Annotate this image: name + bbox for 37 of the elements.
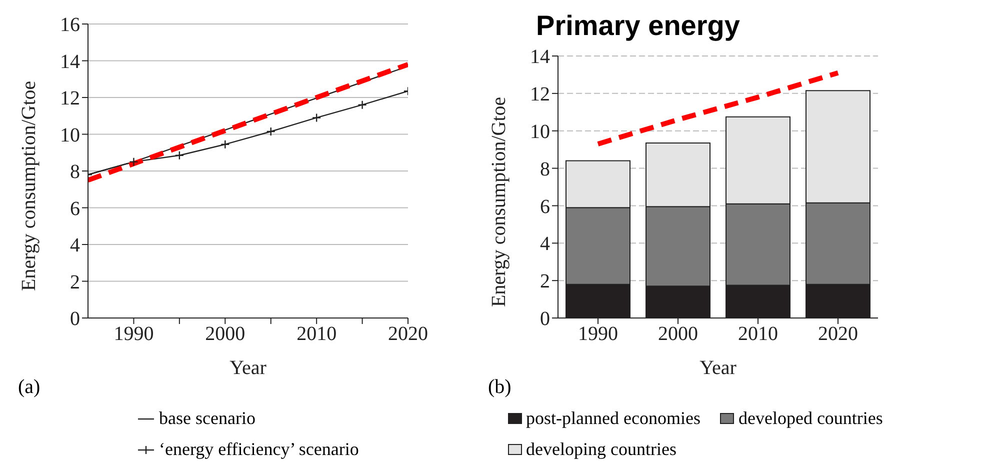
y-tick-label: 10 xyxy=(60,124,80,146)
chart-title: Primary energy xyxy=(535,10,741,42)
legend-label: base scenario xyxy=(159,408,256,429)
x-tick-label: 2010 xyxy=(738,323,778,346)
y-tick-label: 16 xyxy=(60,14,80,36)
y-tick-label: 6 xyxy=(540,196,550,218)
y-tick-label: 12 xyxy=(60,88,80,110)
y-tick-label: 10 xyxy=(530,120,550,143)
y-tick-label: 2 xyxy=(70,271,80,294)
x-tick-label: 2020 xyxy=(818,323,858,346)
y-tick-label: 0 xyxy=(540,308,550,330)
y-tick-label: 0 xyxy=(70,308,80,330)
x-axis-title: Year xyxy=(230,357,267,379)
y-tick-label: 12 xyxy=(530,84,550,106)
legend-label: developed countries xyxy=(738,408,883,429)
x-tick-label: 2000 xyxy=(205,323,246,346)
x-axis-title: Year xyxy=(700,357,737,379)
y-tick-label: 2 xyxy=(540,270,550,293)
y-axis-title: Energy consumption/Gtoe xyxy=(18,80,40,291)
x-tick-label: 2000 xyxy=(658,323,698,346)
x-tick-label: 1990 xyxy=(578,323,618,346)
text: (a) xyxy=(18,376,40,399)
y-tick-label: 8 xyxy=(540,158,550,180)
y-tick-label: 4 xyxy=(70,234,80,257)
x-tick-label: 1990 xyxy=(114,323,154,346)
x-tick-label: 2010 xyxy=(296,323,337,346)
y-axis-title: Energy consumption/Gtoe xyxy=(488,96,510,307)
y-tick-label: 14 xyxy=(60,50,80,73)
legend-label: developing countries xyxy=(526,439,676,460)
legend-label: ‘energy efficiency’ scenario xyxy=(159,439,359,460)
y-tick-label: 4 xyxy=(540,233,550,256)
y-tick-label: 14 xyxy=(530,46,550,68)
y-tick-label: 8 xyxy=(70,161,80,184)
text: (b) xyxy=(488,376,512,399)
x-tick-label: 2020 xyxy=(388,323,428,346)
y-tick-label: 6 xyxy=(70,198,80,220)
legend-label: post-planned economies xyxy=(526,408,700,429)
